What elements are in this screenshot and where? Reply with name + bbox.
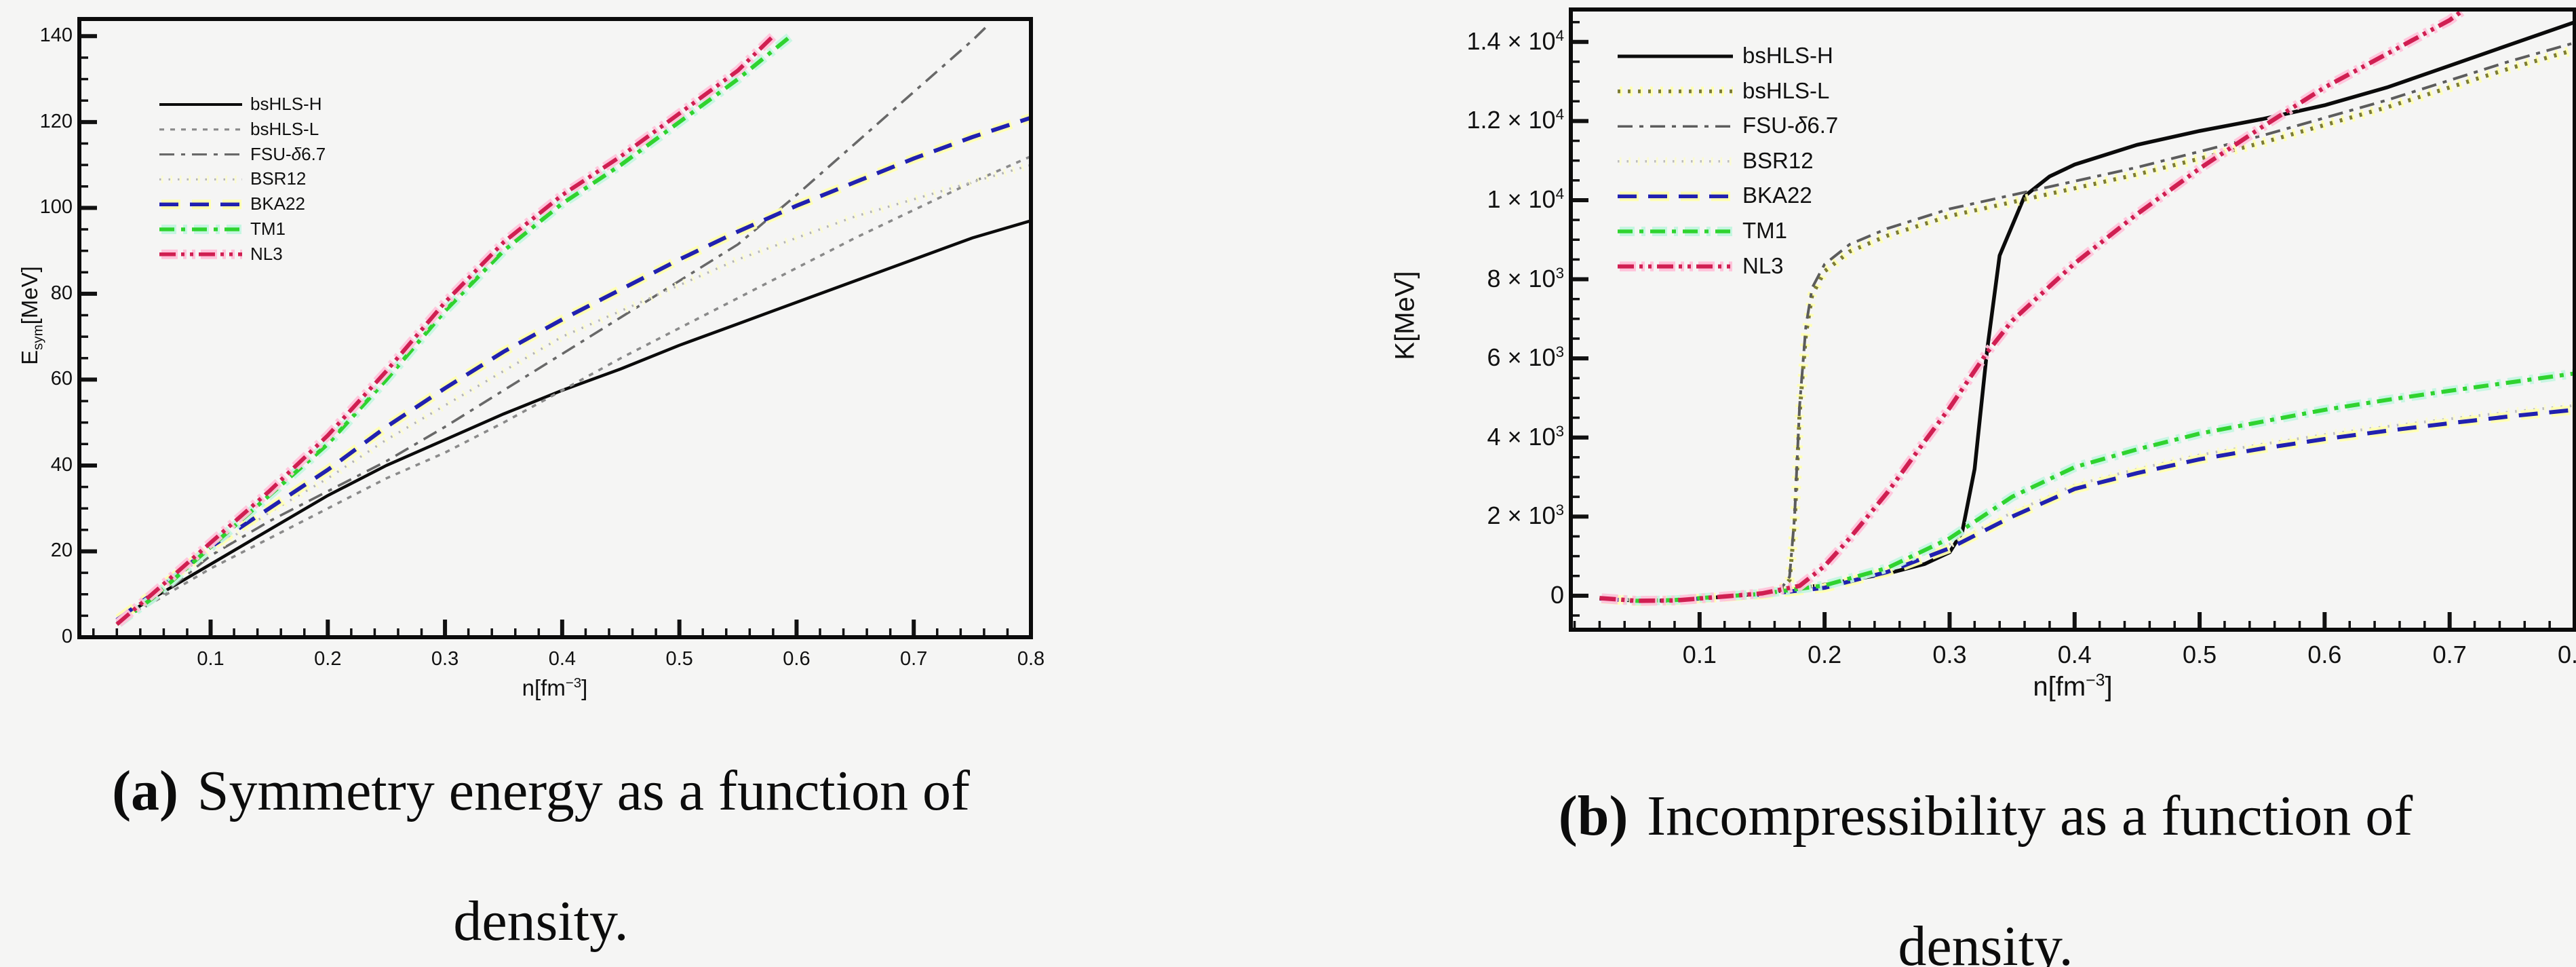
curve-halo-BSR12 [114, 161, 1031, 624]
caption-a: (a) Symmetry energy as a function of dens… [27, 759, 1055, 954]
curve-BKA22 [1599, 407, 2575, 604]
curve-bsHLS-H [1599, 20, 2575, 603]
panel-a-frame [77, 17, 1033, 639]
caption-b: (b) Incompressibility as a function of de… [1472, 784, 2499, 967]
caption-a-label: (a) [112, 759, 179, 822]
panel-a-curves [113, 22, 1031, 628]
curve-BSR12 [116, 164, 1031, 622]
curve-bsHLS-H [116, 219, 1031, 622]
caption-a-text: Symmetry energy as a function of [197, 759, 970, 822]
panel-a [77, 17, 1033, 639]
curve-FSU-d6.7 [1599, 41, 2575, 603]
curve-NL3 [115, 35, 775, 626]
curve-halo-BSR12 [1599, 401, 2575, 605]
curve-halo-BKA22 [1599, 404, 2575, 607]
caption-b-label: (b) [1558, 784, 1628, 848]
curve-halo-bsHLS-L [1599, 45, 2575, 606]
panel-b [1569, 7, 2576, 632]
caption-a-line2: density. [453, 889, 629, 953]
panel-b-frame [1569, 7, 2576, 632]
curve-bsHLS-L [116, 155, 1031, 622]
caption-b-line1: (b) Incompressibility as a function of [1472, 784, 2499, 850]
caption-a-line1: (a) Symmetry energy as a function of [27, 759, 1055, 824]
curve-BKA22 [115, 115, 1031, 622]
curve-BSR12 [1599, 404, 2575, 602]
panel-b-curves [1599, 10, 2575, 607]
curve-bsHLS-L [1599, 48, 2575, 603]
curve-FSU-d6.7 [116, 22, 991, 624]
caption-b-text: Incompressibility as a function of [1647, 784, 2413, 848]
curve-TM1 [1599, 371, 2575, 603]
caption-b-line2: density. [1898, 914, 2073, 967]
curve-NL3 [1599, 10, 2466, 603]
